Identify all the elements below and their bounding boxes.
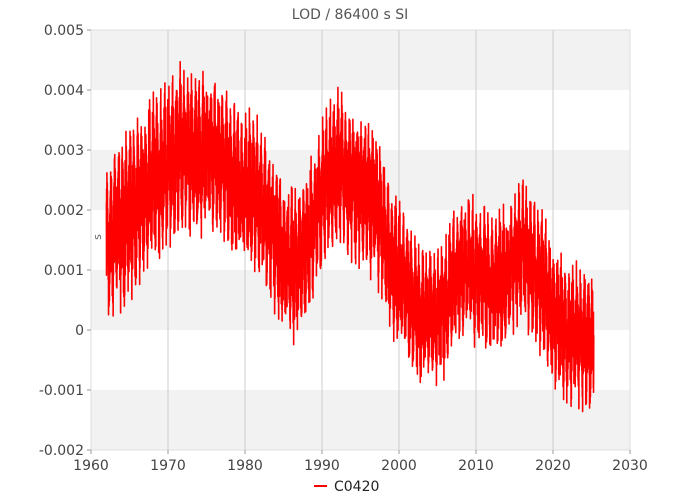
axis-layer: -0.002 -0.001 0 0.001 0.002 0.003 0.004 0.005 19… bbox=[39, 23, 648, 474]
x-tick-label: 1980 bbox=[227, 458, 263, 474]
x-tick-label: 1990 bbox=[304, 458, 340, 474]
y-tick-label: 0.002 bbox=[44, 203, 84, 219]
series-layer bbox=[105, 60, 595, 413]
chart-title: LOD / 86400 s SI bbox=[292, 7, 408, 23]
y-tick-label: 0 bbox=[75, 323, 84, 339]
y-tick-label: -0.002 bbox=[39, 443, 84, 459]
y-tick-label: 0.001 bbox=[44, 263, 84, 279]
y-axis-unit-label: s bbox=[91, 234, 104, 240]
x-tick-label: 1960 bbox=[73, 458, 109, 474]
y-tick-label: 0.005 bbox=[44, 23, 84, 39]
x-tick-label: 2020 bbox=[535, 458, 571, 474]
y-tick-label: 0.004 bbox=[44, 83, 84, 99]
x-tick-label: 2030 bbox=[612, 458, 648, 474]
plot-frame bbox=[90, 29, 631, 451]
x-tick-label: 1970 bbox=[150, 458, 186, 474]
band-6 bbox=[91, 30, 630, 90]
y-tick-label: -0.001 bbox=[39, 383, 84, 399]
x-tick-label: 2010 bbox=[458, 458, 494, 474]
legend[interactable]: C0420 bbox=[314, 479, 379, 495]
band-0 bbox=[91, 390, 630, 450]
legend-label-c0420: C0420 bbox=[334, 479, 379, 495]
series-line-c0420 bbox=[105, 60, 595, 413]
x-tick-label: 2000 bbox=[381, 458, 417, 474]
y-tick-label: 0.003 bbox=[44, 143, 84, 159]
